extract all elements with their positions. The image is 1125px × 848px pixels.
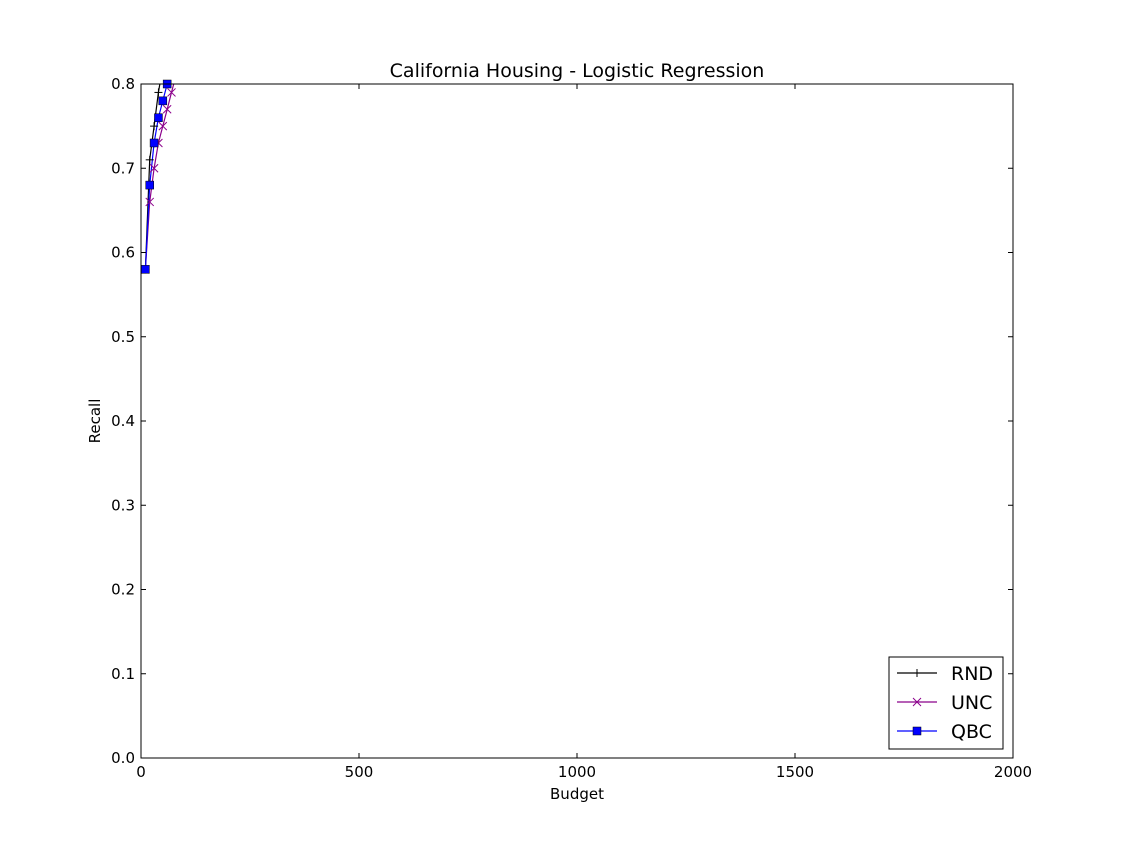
x-tick-label: 1500 [776,763,814,781]
data-point-qbc [154,113,163,122]
legend-label-unc: UNC [951,692,992,714]
data-point-unc [145,197,155,207]
x-tick-label: 0 [136,763,146,781]
legend-item-unc: UNC [897,692,992,714]
legend-marker-unc [912,697,922,707]
data-point-unc [149,163,159,173]
data-point-rnd [145,155,154,164]
data-point-unc [167,88,176,97]
y-tick-label: 0.8 [111,75,135,93]
data-point-qbc [149,138,159,148]
data-point-qbc [158,96,168,106]
legend-item-rnd: RND [897,663,993,685]
series-line-unc [144,84,175,270]
y-tick-label: 0.3 [111,496,135,514]
plot-area [141,84,1013,758]
x-tick-label: 1000 [558,763,596,781]
legend-box [888,656,1004,750]
y-tick-label: 0.6 [111,244,135,262]
y-tick-label: 0.7 [111,159,135,177]
data-point-qbc [145,180,154,190]
y-tick-label: 0.5 [111,328,135,346]
y-tick-label: 0.1 [111,665,135,683]
legend-marker-rnd [913,669,921,677]
y-tick-label: 0.0 [111,749,135,767]
y-tick-label: 0.2 [111,581,135,599]
legend: RND UNC QBC [888,656,1004,750]
y-tick-label: 0.4 [111,412,135,430]
y-axis-label: Recall [86,399,104,444]
legend-label-rnd: RND [951,663,993,685]
legend-label-qbc: QBC [951,721,992,743]
chart-title: California Housing - Logistic Regression [390,60,765,82]
data-point-unc [162,104,172,114]
data-point-rnd [150,122,159,131]
x-axis-label: Budget [550,785,604,803]
data-point-rnd [154,88,163,97]
x-tick-label: 500 [345,763,374,781]
legend-item-qbc: QBC [897,721,992,743]
x-tick-label: 2000 [994,763,1032,781]
legend-marker-qbc [912,726,922,736]
data-point-unc [158,121,168,131]
data-point-qbc [141,265,150,274]
